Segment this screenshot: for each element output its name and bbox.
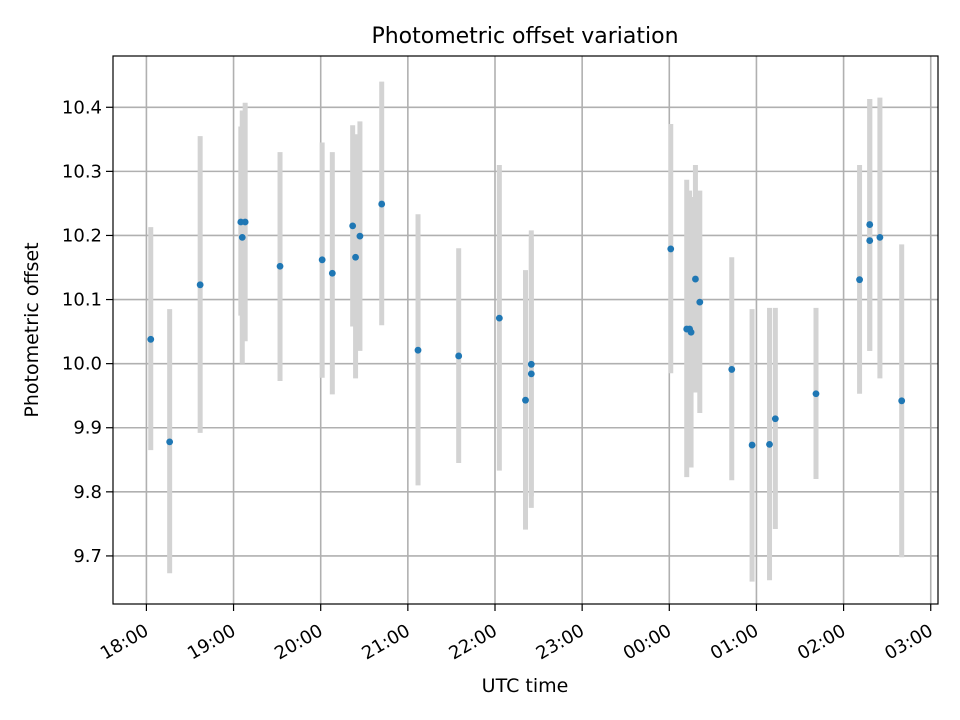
y-tick-label: 10.4	[62, 97, 102, 118]
y-tick-label: 10.2	[62, 225, 102, 246]
data-point	[748, 441, 756, 449]
data-point	[692, 275, 699, 283]
y-tick-label: 9.7	[73, 546, 102, 567]
x-axis-label: UTC time	[482, 675, 569, 697]
data-point	[876, 233, 884, 241]
data-point	[328, 269, 336, 277]
y-tick-label: 10.3	[62, 161, 102, 182]
data-points	[147, 200, 906, 449]
y-tick-label: 10.0	[62, 354, 102, 375]
data-point	[866, 221, 874, 228]
data-point	[238, 233, 246, 241]
data-point	[667, 245, 675, 253]
y-tick-label: 10.1	[62, 290, 102, 311]
y-tick-label: 9.8	[73, 482, 102, 503]
data-point	[378, 200, 386, 208]
y-tick-label: 9.9	[73, 418, 102, 439]
data-point	[522, 396, 529, 404]
data-point	[527, 360, 535, 368]
chart-title: Photometric offset variation	[371, 24, 678, 49]
data-point	[166, 438, 174, 446]
data-point	[766, 441, 773, 448]
plot-frame	[112, 55, 939, 605]
data-point	[349, 222, 357, 230]
y-axis-label: Photometric offset	[21, 242, 43, 417]
data-point	[898, 397, 906, 405]
data-point	[866, 237, 874, 244]
data-point	[147, 335, 155, 343]
data-point	[687, 328, 695, 336]
data-point	[356, 232, 364, 240]
y-axis-ticks: 9.7 9.8 9.9 10.0 10.1 10.2 10.3 10.4	[62, 97, 113, 567]
data-point	[812, 390, 820, 398]
data-point	[527, 370, 535, 378]
data-point	[318, 256, 326, 264]
data-point	[455, 352, 463, 360]
data-point	[276, 262, 284, 270]
data-point	[241, 218, 249, 226]
data-point	[771, 415, 779, 423]
data-point	[856, 276, 863, 284]
data-point	[495, 314, 503, 322]
data-point	[728, 366, 736, 373]
data-point	[352, 253, 359, 261]
data-point	[196, 281, 204, 289]
data-point	[414, 346, 422, 354]
data-point	[696, 298, 704, 306]
